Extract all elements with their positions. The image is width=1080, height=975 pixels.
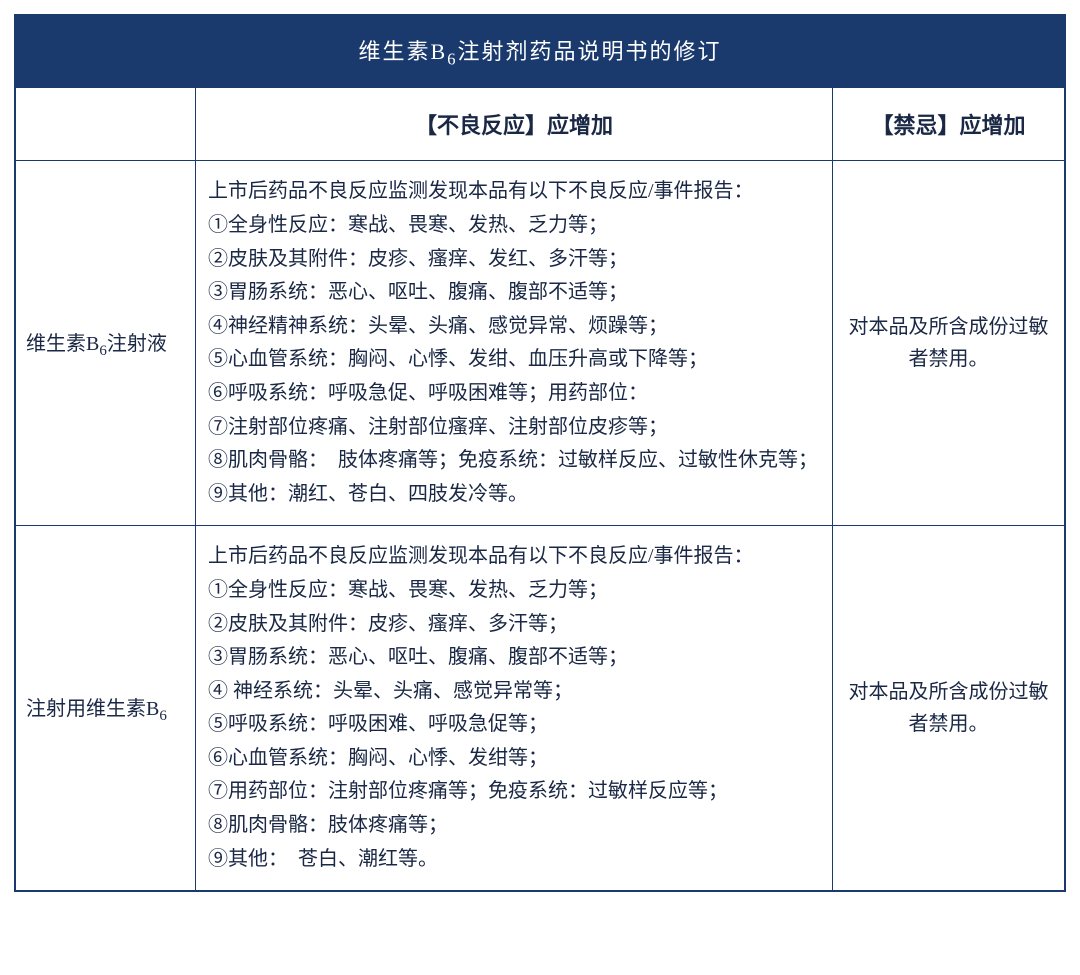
drug-revision-table: 维生素B6注射剂药品说明书的修订 【不良反应】应增加 【禁忌】应增加 维生素B6… [14, 14, 1066, 892]
title-text: 维生素B6注射剂药品说明书的修订 [359, 39, 722, 64]
column-header-row: 【不良反应】应增加 【禁忌】应增加 [16, 87, 1064, 160]
contraindication-text: 对本品及所含成份过敏者禁用。 [845, 676, 1052, 740]
table-row: 维生素B6注射液 上市后药品不良反应监测发现本品有以下不良反应/事件报告： ①全… [16, 160, 1064, 525]
adverse-reaction-cell: 上市后药品不良反应监测发现本品有以下不良反应/事件报告： ①全身性反应：寒战、畏… [196, 161, 833, 525]
drug-name: 维生素B6注射液 [26, 327, 167, 360]
adverse-reaction-cell: 上市后药品不良反应监测发现本品有以下不良反应/事件报告： ①全身性反应：寒战、畏… [196, 526, 833, 890]
contraindication-text: 对本品及所含成份过敏者禁用。 [845, 311, 1052, 375]
table-row: 注射用维生素B6 上市后药品不良反应监测发现本品有以下不良反应/事件报告： ①全… [16, 525, 1064, 890]
contraindication-cell: 对本品及所含成份过敏者禁用。 [833, 161, 1064, 525]
drug-name-cell: 注射用维生素B6 [16, 526, 196, 890]
contraindication-cell: 对本品及所含成份过敏者禁用。 [833, 526, 1064, 890]
drug-name: 注射用维生素B6 [26, 692, 167, 725]
table-title: 维生素B6注射剂药品说明书的修订 [16, 16, 1064, 87]
col-header-adverse: 【不良反应】应增加 [196, 88, 833, 160]
col-header-name [16, 88, 196, 160]
col-header-contra: 【禁忌】应增加 [833, 88, 1064, 160]
drug-name-cell: 维生素B6注射液 [16, 161, 196, 525]
